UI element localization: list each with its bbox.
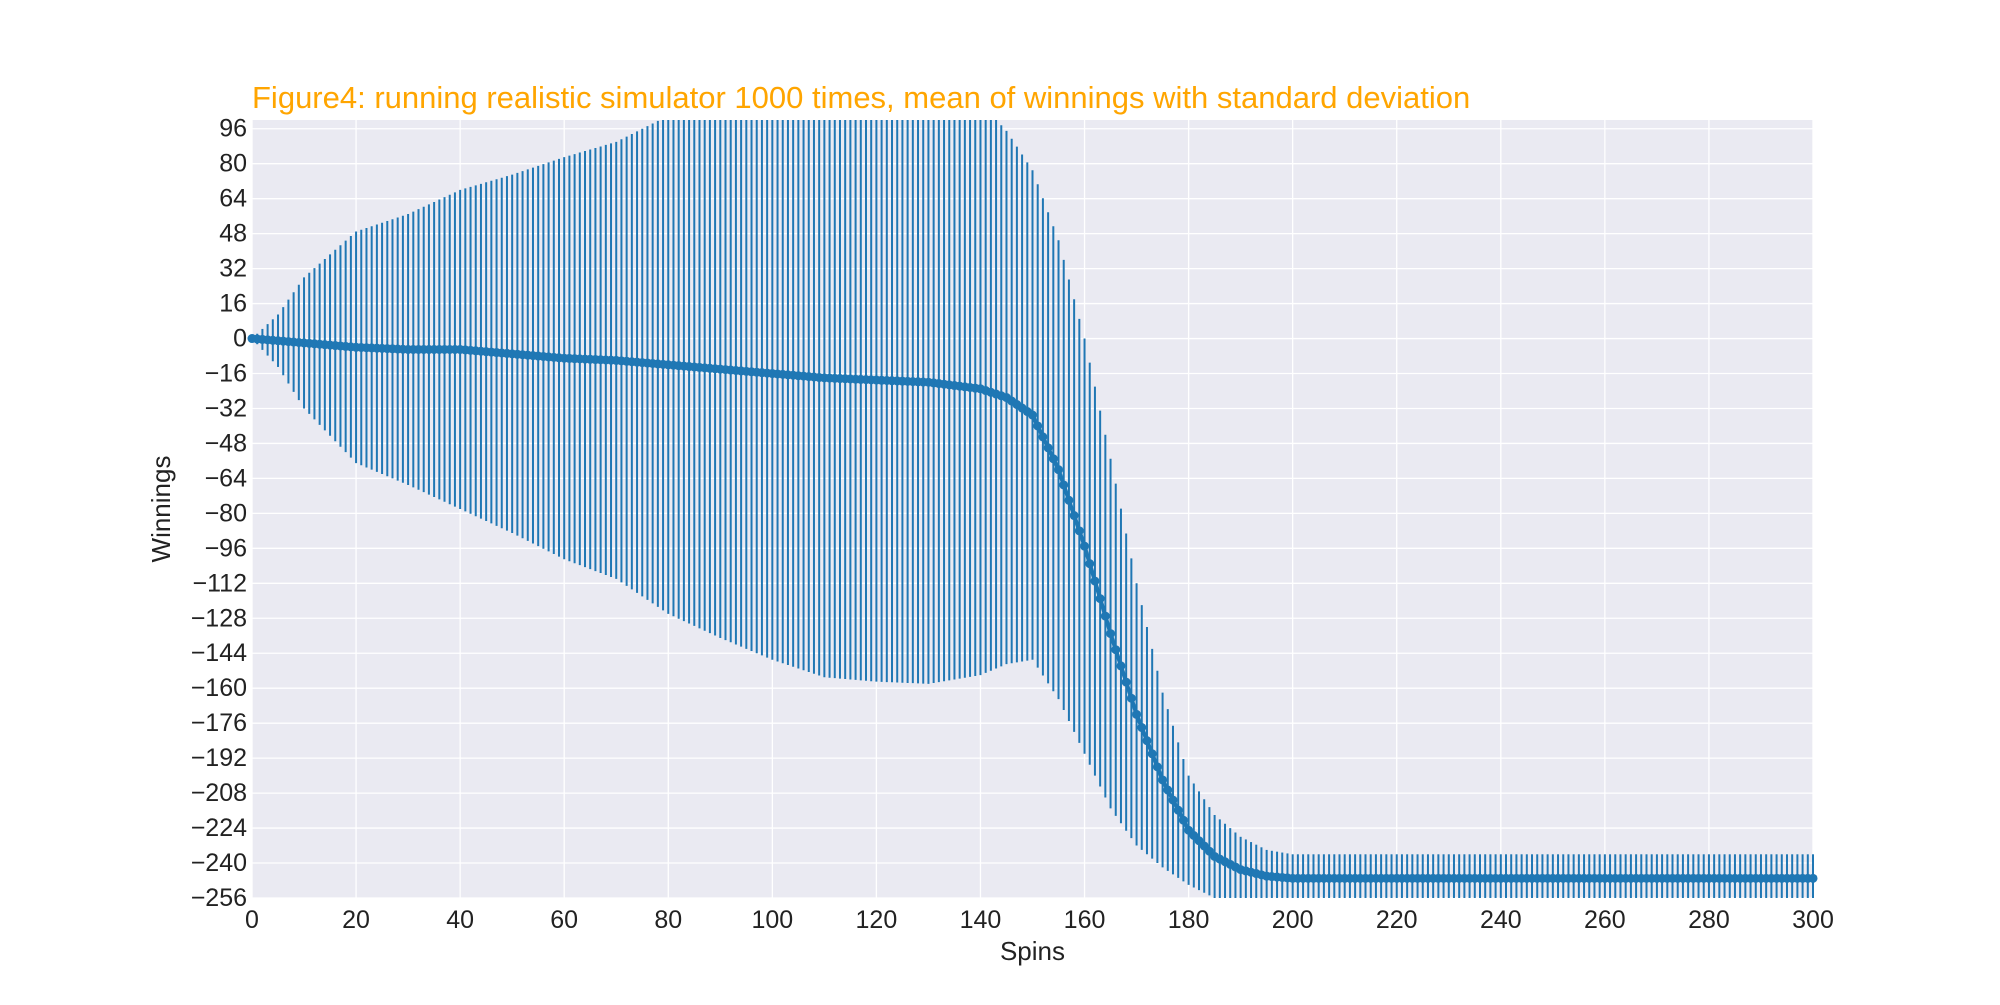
y-tick-labels: 96 80 64 48 32 16 0 −16 −32 −48 −64 −80 −96 −112 −128 −… — [191, 115, 247, 912]
y-tick-label: −160 — [191, 674, 247, 702]
x-tick-label: 280 — [1688, 906, 1730, 934]
x-tick-label: 160 — [1064, 906, 1106, 934]
y-tick-label: 64 — [219, 185, 247, 213]
x-tick-label: 180 — [1168, 906, 1210, 934]
y-tick-label: −224 — [191, 814, 247, 842]
mean-point — [1090, 576, 1100, 586]
y-tick-label: −64 — [205, 464, 248, 492]
mean-point — [1095, 594, 1105, 604]
y-tick-label: 80 — [219, 150, 247, 178]
mean-point — [1158, 775, 1168, 785]
y-tick-label: −128 — [191, 604, 247, 632]
mean-point — [1173, 805, 1183, 815]
y-tick-label: −96 — [205, 534, 247, 562]
y-tick-label: −208 — [191, 779, 247, 807]
y-tick-label: −256 — [191, 884, 247, 912]
y-tick-label: 0 — [233, 325, 247, 353]
mean-point — [1808, 873, 1818, 883]
mean-point — [1137, 723, 1147, 733]
y-tick-label: −192 — [191, 744, 247, 772]
y-tick-label: −176 — [191, 709, 247, 737]
mean-point — [1142, 736, 1152, 746]
mean-point — [1178, 815, 1188, 825]
y-tick-label: −240 — [191, 849, 247, 877]
mean-point — [1028, 410, 1037, 420]
mean-point — [1100, 611, 1110, 621]
mean-point — [1043, 443, 1053, 453]
x-tick-label: 80 — [654, 906, 682, 934]
mean-point — [1033, 421, 1043, 431]
y-tick-label: 48 — [219, 220, 247, 248]
mean-point — [1168, 795, 1178, 805]
x-tick-label: 220 — [1376, 906, 1418, 934]
y-tick-label: −48 — [205, 429, 247, 457]
mean-point — [1126, 693, 1136, 703]
x-tick-label: 240 — [1480, 906, 1522, 934]
x-tick-label: 300 — [1792, 906, 1834, 934]
x-tick-label: 60 — [550, 906, 578, 934]
mean-point — [1111, 645, 1121, 655]
mean-markers — [247, 334, 1818, 883]
y-tick-label: −80 — [205, 499, 247, 527]
mean-point — [1069, 511, 1079, 521]
mean-point — [1147, 749, 1157, 759]
y-tick-label: 96 — [219, 115, 247, 143]
y-axis-label: Winnings — [146, 456, 176, 563]
y-tick-label: −16 — [205, 360, 247, 388]
mean-point — [1054, 465, 1064, 475]
mean-point — [1163, 785, 1173, 795]
mean-point — [1080, 541, 1090, 551]
x-tick-label: 120 — [856, 906, 898, 934]
mean-point — [1085, 559, 1095, 569]
x-tick-label: 140 — [960, 906, 1002, 934]
mean-point — [1038, 432, 1048, 442]
chart-title: Figure4: running realistic simulator 100… — [252, 80, 1470, 115]
mean-point — [1116, 661, 1126, 671]
y-tick-label: −112 — [193, 569, 247, 597]
x-tick-labels: 0 20 40 60 80 100 120 140 160 180 200 220 240 260 280 3… — [245, 906, 1834, 934]
mean-point — [1121, 677, 1131, 687]
mean-point — [1152, 762, 1162, 772]
mean-point — [1064, 495, 1074, 505]
x-tick-label: 100 — [751, 906, 793, 934]
x-tick-label: 260 — [1584, 906, 1626, 934]
y-tick-label: 16 — [219, 290, 247, 318]
y-tick-label: −32 — [205, 394, 247, 422]
mean-point — [1048, 454, 1058, 464]
y-tick-label: 32 — [219, 255, 247, 283]
mean-point — [1132, 709, 1142, 719]
y-tick-label: −144 — [191, 639, 247, 667]
mean-point — [1106, 629, 1116, 639]
x-tick-label: 20 — [342, 906, 370, 934]
x-tick-label: 0 — [245, 906, 259, 934]
x-axis-label: Spins — [1000, 936, 1065, 966]
mean-point — [1074, 526, 1084, 536]
x-tick-label: 200 — [1272, 906, 1314, 934]
x-tick-label: 40 — [446, 906, 474, 934]
mean-point — [1059, 480, 1069, 490]
